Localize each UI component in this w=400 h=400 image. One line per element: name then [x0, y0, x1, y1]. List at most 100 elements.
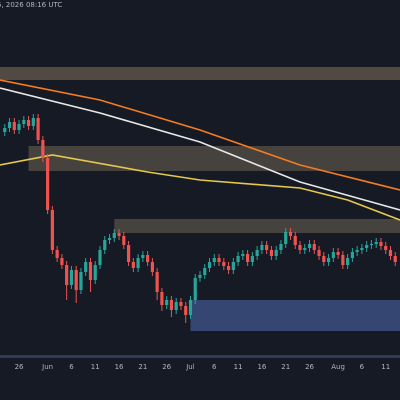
candle-body — [103, 240, 107, 250]
candle-body — [60, 258, 64, 265]
candle-body — [293, 236, 297, 245]
candle-body — [236, 256, 240, 262]
timestamp: 5, 2026 08:16 UTC — [0, 1, 62, 9]
zone — [28, 146, 400, 171]
candle-body — [79, 272, 83, 290]
candle-body — [255, 250, 259, 256]
moving-average — [0, 154, 400, 221]
x-tick-label: 6 — [360, 363, 365, 371]
candle-body — [207, 262, 212, 268]
candle-body — [112, 233, 116, 238]
candle-body — [212, 258, 216, 262]
candle-body — [55, 250, 59, 258]
candle-body — [274, 250, 278, 256]
candle-body — [31, 118, 35, 126]
x-tick-label: Aug — [331, 363, 345, 371]
candle-body — [155, 272, 159, 292]
candle-body — [374, 242, 378, 244]
x-tick-label: 16 — [257, 363, 266, 371]
candle-body — [84, 262, 88, 272]
candle-body — [17, 124, 21, 130]
candle-body — [269, 250, 274, 256]
candle-body — [379, 242, 383, 246]
candle-body — [265, 245, 269, 250]
candle-body — [179, 302, 183, 306]
moving-average — [0, 79, 400, 191]
x-tick-label: 26 — [305, 363, 314, 371]
candle-body — [36, 118, 40, 140]
candle-body — [184, 306, 188, 315]
candle-body — [131, 262, 135, 268]
candle-body — [117, 233, 121, 236]
candle-body — [298, 245, 302, 250]
candle-body — [41, 140, 45, 158]
candle-body — [46, 158, 50, 210]
candle-body — [222, 262, 226, 266]
candle-body — [107, 238, 112, 240]
x-tick-label: 26 — [162, 363, 171, 371]
candle-body — [193, 278, 197, 300]
candle-body — [246, 254, 250, 262]
candle-body — [384, 246, 388, 250]
x-tick-label: Jun — [41, 363, 53, 371]
candle-body — [12, 122, 16, 130]
candle-body — [317, 250, 321, 256]
candle-body — [160, 292, 164, 305]
candle-body — [260, 245, 264, 250]
candle-body — [388, 250, 393, 256]
x-tick-label: 11 — [381, 363, 390, 371]
candle-body — [326, 258, 331, 262]
candle-body — [122, 236, 126, 245]
candle-body — [203, 268, 207, 275]
candle-body — [369, 244, 374, 245]
candle-body — [165, 300, 169, 305]
x-tick-label: 11 — [91, 363, 100, 371]
candle-body — [350, 252, 354, 258]
candle-body — [146, 255, 150, 262]
x-tick-label: 6 — [69, 363, 74, 371]
candle-body — [7, 122, 12, 128]
candle-body — [355, 250, 359, 252]
candle-body — [360, 248, 364, 250]
candle-body — [241, 254, 245, 256]
candle-body — [322, 256, 326, 262]
x-tick-label: 21 — [281, 363, 290, 371]
candle-body — [150, 262, 154, 272]
candle-body — [288, 232, 293, 236]
x-tick-label: 26 — [15, 363, 24, 371]
candle-body — [3, 128, 7, 132]
candle-body — [312, 244, 316, 250]
x-tick-label: Jul — [185, 363, 195, 371]
candle-body — [336, 252, 340, 255]
zone — [0, 67, 400, 80]
candle-body — [341, 255, 345, 265]
candle-body — [231, 262, 235, 270]
candle-body — [26, 120, 31, 126]
candle-body — [169, 300, 174, 310]
zone — [190, 300, 400, 331]
candle-body — [74, 270, 78, 290]
candle-body — [88, 262, 93, 280]
candle-body — [126, 245, 131, 262]
candle-body — [331, 252, 335, 258]
candle-body — [217, 258, 221, 262]
x-tick-label: 16 — [115, 363, 124, 371]
candle-body — [346, 258, 350, 265]
x-tick-label: 6 — [212, 363, 217, 371]
candle-body — [198, 275, 202, 278]
candle-body — [279, 244, 283, 250]
zone — [114, 219, 400, 233]
candle-body — [365, 245, 369, 248]
candle-body — [303, 248, 307, 250]
candle-body — [250, 256, 254, 262]
moving-average — [0, 87, 400, 211]
candle-body — [93, 265, 97, 280]
candle-body — [141, 255, 145, 258]
candle-body — [174, 302, 178, 310]
candle-body — [284, 232, 288, 244]
x-tick-label: 11 — [234, 363, 243, 371]
candle-body — [188, 300, 193, 315]
